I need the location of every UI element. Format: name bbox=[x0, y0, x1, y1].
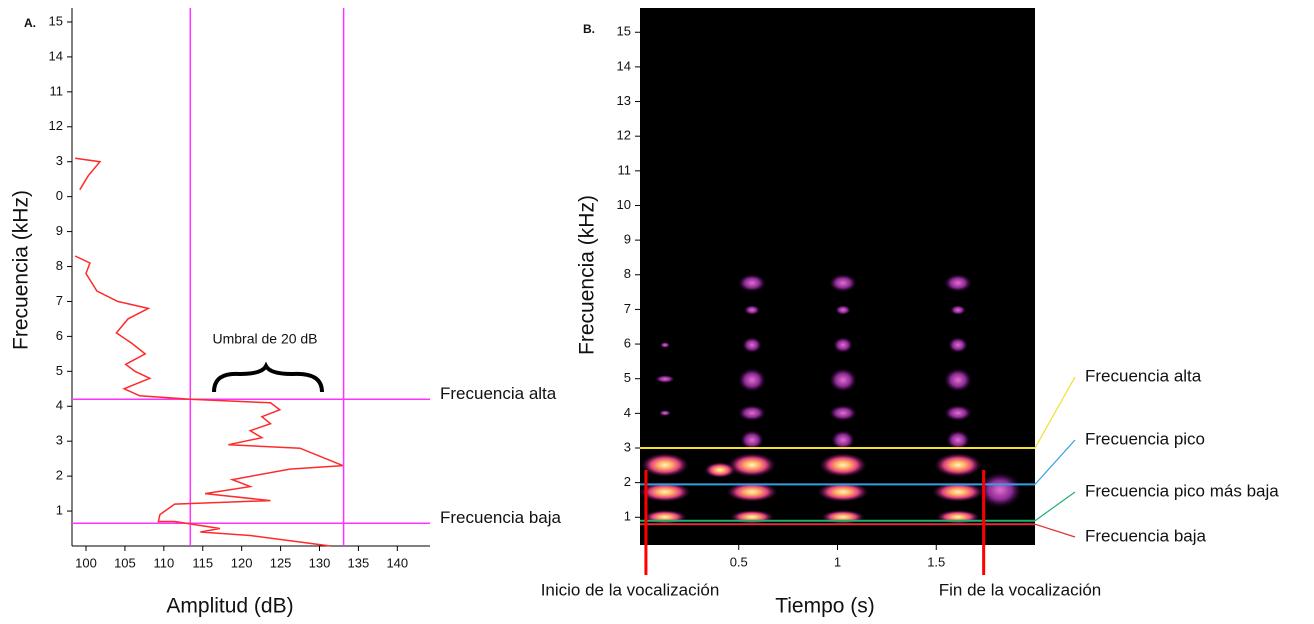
frequency-label: Frecuencia baja bbox=[1085, 526, 1207, 545]
threshold-annotation: Umbral de 20 dB bbox=[212, 331, 317, 347]
leader-line bbox=[1034, 491, 1076, 522]
y-tick-label: 14 bbox=[49, 48, 63, 63]
frequency-label: Frecuencia alta bbox=[1085, 366, 1202, 385]
y-axis-label: Frecuencia (kHz) bbox=[10, 190, 33, 350]
x-tick-label: 115 bbox=[192, 555, 213, 570]
spectrogram-energy bbox=[817, 482, 869, 502]
frequency-label: Frecuencia baja bbox=[440, 508, 562, 527]
y-tick-label: 12 bbox=[49, 118, 63, 133]
y-tick-label: 0 bbox=[56, 188, 63, 203]
spectrogram-energy bbox=[821, 510, 865, 524]
spectrogram-energy bbox=[944, 274, 972, 292]
spectrogram-energy bbox=[738, 405, 766, 421]
spectrogram-energy bbox=[738, 274, 766, 292]
x-axis-label: Tiempo (s) bbox=[775, 595, 875, 618]
x-tick-label: 120 bbox=[231, 555, 253, 570]
spectrogram-energy bbox=[730, 510, 774, 524]
spectrogram-energy bbox=[728, 453, 776, 477]
spectrogram-energy bbox=[819, 453, 867, 477]
spectrogram-energy bbox=[831, 430, 855, 450]
leader-line bbox=[1034, 376, 1076, 449]
spectrogram-energy bbox=[932, 482, 984, 502]
spectrogram-energy bbox=[740, 430, 764, 450]
y-tick-label: 3 bbox=[624, 439, 631, 454]
leader-line bbox=[1034, 523, 1076, 538]
spectrogram-energy bbox=[704, 462, 736, 478]
spectrogram-energy bbox=[948, 337, 968, 353]
x-tick-label: 140 bbox=[386, 555, 408, 570]
spectrogram-energy bbox=[936, 510, 980, 524]
x-tick-label: 1.5 bbox=[927, 554, 945, 569]
y-tick-label: 6 bbox=[56, 328, 63, 343]
y-tick-label: 6 bbox=[624, 335, 631, 350]
y-tick-label: 14 bbox=[617, 58, 631, 73]
y-tick-label: 7 bbox=[624, 301, 631, 316]
amplitude-line bbox=[74, 157, 344, 547]
spectrogram-energy bbox=[944, 368, 972, 392]
spectrogram-energy bbox=[835, 305, 851, 315]
y-tick-label: 8 bbox=[624, 266, 631, 281]
vocalization-label: Inicio de la vocalización bbox=[541, 580, 720, 599]
frequency-label: Frecuencia pico más baja bbox=[1085, 481, 1279, 500]
frequency-label: Frecuencia pico bbox=[1085, 429, 1205, 448]
y-tick-label: 4 bbox=[56, 398, 63, 413]
y-tick-label: 3 bbox=[56, 153, 63, 168]
x-tick-label: 105 bbox=[114, 555, 136, 570]
x-tick-label: 110 bbox=[153, 555, 174, 570]
y-tick-label: 1 bbox=[624, 509, 631, 524]
spectrogram-energy bbox=[742, 337, 762, 353]
spectrogram-energy bbox=[726, 482, 778, 502]
y-tick-label: 1 bbox=[56, 503, 63, 518]
y-tick-label: 2 bbox=[56, 468, 63, 483]
frequency-label: Frecuencia alta bbox=[440, 384, 557, 403]
spectrogram-energy bbox=[978, 472, 1022, 508]
y-axis-label: Frecuencia (kHz) bbox=[576, 195, 599, 355]
y-tick-label: 10 bbox=[617, 197, 631, 212]
y-tick-label: 9 bbox=[624, 232, 631, 247]
spectrogram-energy bbox=[744, 305, 760, 315]
y-tick-label: 11 bbox=[50, 83, 64, 98]
x-tick-label: 100 bbox=[75, 555, 97, 570]
y-tick-label: 7 bbox=[56, 293, 63, 308]
y-tick-label: 5 bbox=[624, 370, 631, 385]
spectrogram-energy bbox=[738, 368, 766, 392]
y-tick-label: 15 bbox=[617, 24, 631, 39]
spectrogram-energy bbox=[660, 342, 670, 348]
spectrogram-energy bbox=[833, 337, 853, 353]
spectrogram-energy bbox=[950, 305, 966, 315]
y-tick-label: 13 bbox=[617, 93, 631, 108]
panel-label: B. bbox=[583, 22, 595, 36]
x-tick-label: 135 bbox=[348, 555, 370, 570]
threshold-brace bbox=[212, 361, 324, 393]
spectrogram-energy bbox=[643, 510, 687, 524]
x-tick-label: 125 bbox=[270, 555, 292, 570]
spectrogram-energy bbox=[639, 482, 691, 502]
spectrogram-energy bbox=[829, 274, 857, 292]
spectrogram-energy bbox=[946, 430, 970, 450]
leader-line bbox=[1034, 439, 1076, 485]
panel-label: A. bbox=[24, 16, 36, 30]
spectrogram-energy bbox=[829, 405, 857, 421]
x-axis-label: Amplitud (dB) bbox=[166, 595, 293, 618]
spectrogram-energy bbox=[641, 453, 689, 477]
y-tick-label: 9 bbox=[56, 223, 63, 238]
y-tick-label: 3 bbox=[56, 433, 63, 448]
vocalization-label: Fin de la vocalización bbox=[939, 580, 1102, 599]
y-tick-label: 11 bbox=[618, 162, 632, 177]
x-tick-label: 130 bbox=[309, 555, 331, 570]
spectrogram-energy bbox=[659, 410, 671, 416]
spectrogram-energy bbox=[655, 375, 675, 383]
spectrogram-energy bbox=[944, 405, 972, 421]
y-tick-label: 8 bbox=[56, 258, 63, 273]
spectrogram-energy bbox=[934, 453, 982, 477]
y-tick-label: 15 bbox=[49, 13, 63, 28]
x-tick-label: 0.5 bbox=[730, 554, 748, 569]
y-tick-label: 5 bbox=[56, 363, 63, 378]
y-tick-label: 4 bbox=[624, 405, 631, 420]
y-tick-label: 12 bbox=[617, 128, 631, 143]
x-tick-label: 1 bbox=[834, 554, 841, 569]
spectrogram-energy bbox=[829, 368, 857, 392]
y-tick-label: 2 bbox=[624, 474, 631, 489]
